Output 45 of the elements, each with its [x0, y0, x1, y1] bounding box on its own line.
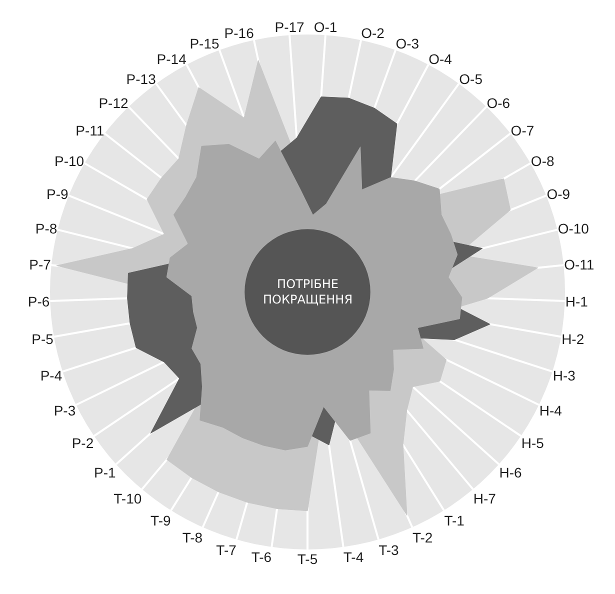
spoke-label: P-14 [156, 51, 187, 68]
spoke-label: H-2 [562, 331, 584, 348]
spoke-label: H-3 [552, 368, 576, 384]
spoke-label: T-3 [378, 542, 400, 558]
spoke-label: O-2 [361, 24, 385, 41]
spoke-label: T-8 [182, 529, 203, 546]
spoke-label: O-7 [510, 122, 534, 138]
spoke-label: O-9 [546, 186, 570, 202]
spoke-label: P-15 [190, 36, 220, 52]
spoke-label: H-5 [521, 435, 544, 452]
spoke-label: P-8 [35, 220, 58, 237]
spoke-label: O-1 [314, 19, 338, 36]
spoke-label: P-16 [224, 24, 254, 41]
spoke-label: P-12 [98, 94, 128, 111]
spoke-label: P-13 [126, 70, 156, 87]
spoke-label: P-3 [54, 402, 76, 419]
spoke-label: T-1 [444, 512, 465, 528]
spoke-label: H-4 [539, 402, 562, 419]
spoke-label: P-10 [54, 152, 84, 169]
spoke-label: T-6 [251, 549, 272, 566]
spoke-label: T-10 [114, 490, 142, 507]
spoke-label: O-5 [459, 70, 483, 87]
spoke-label: O-4 [428, 51, 452, 68]
spoke-label: P-7 [29, 256, 52, 273]
spoke-label: O-11 [564, 256, 594, 273]
spoke-label: O-8 [530, 152, 554, 169]
spoke-label: O-10 [558, 220, 590, 237]
spoke-label: H-6 [499, 464, 522, 481]
spoke-label: O-6 [486, 94, 510, 111]
spoke-label: T-2 [412, 529, 433, 546]
spoke-label: P-4 [40, 368, 62, 384]
spoke-label: T-5 [297, 551, 318, 567]
spoke-label: P-2 [72, 435, 94, 452]
spoke-label: H-7 [473, 490, 496, 507]
spoke-label: P-9 [46, 186, 68, 202]
spoke-label: T-4 [343, 549, 364, 566]
spoke-label: P-5 [32, 331, 54, 348]
spoke-label: P-1 [94, 464, 116, 481]
spoke-label: O-3 [396, 36, 420, 52]
spoke-label: T-7 [216, 542, 237, 558]
spoke-label: P-17 [274, 19, 304, 36]
spoke-label: T-9 [150, 512, 171, 528]
spoke-label: P-6 [28, 293, 50, 310]
spoke-label: H-1 [565, 293, 588, 310]
spoke-label: P-11 [76, 122, 104, 138]
